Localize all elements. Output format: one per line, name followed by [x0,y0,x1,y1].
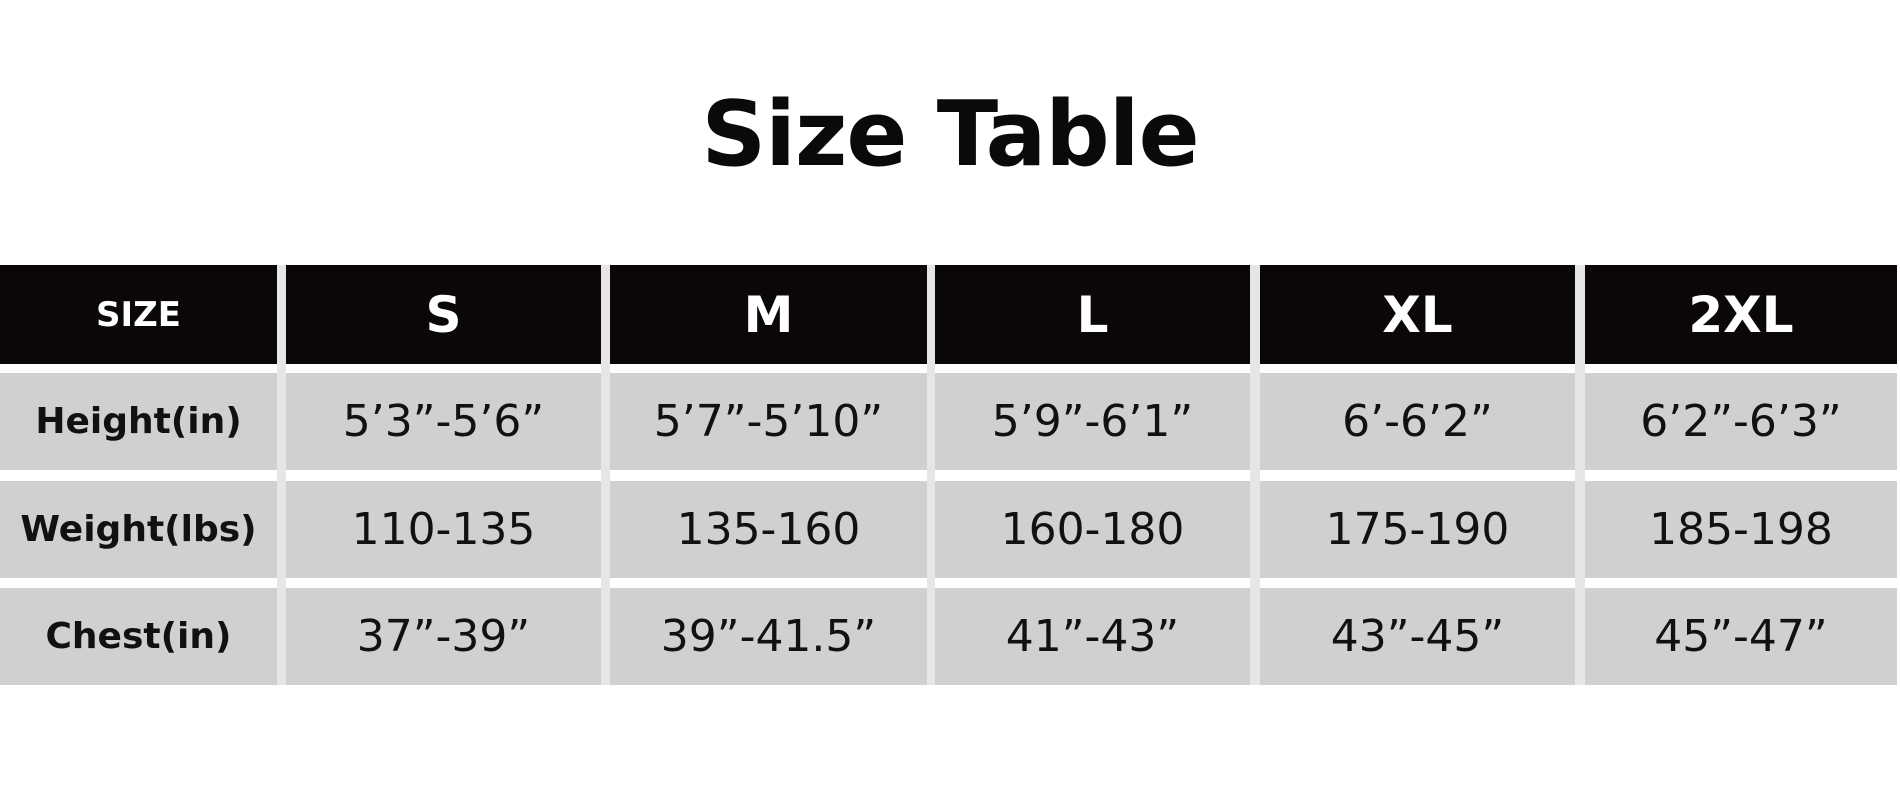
table-cell: 39”-41.5” [610,588,927,685]
row-label: Height(in) [0,373,277,470]
column-separator [1250,265,1260,685]
table-cell: 5’9”-6’1” [935,373,1250,470]
table-cell: 175-190 [1260,481,1575,578]
header-size-label: SIZE [0,265,277,364]
header-size-3: L [935,265,1250,364]
table-cell: 135-160 [610,481,927,578]
table-cell: 41”-43” [935,588,1250,685]
column-separator [1575,265,1585,685]
header-size-4: XL [1260,265,1575,364]
row-label: Chest(in) [0,588,277,685]
table-cell: 110-135 [286,481,601,578]
table-cell: 37”-39” [286,588,601,685]
table-cell: 6’-6’2” [1260,373,1575,470]
table-cell: 43”-45” [1260,588,1575,685]
page-title: Size Table [701,82,1199,187]
table-cell: 5’7”-5’10” [610,373,927,470]
column-separator [927,265,935,685]
table-cell: 5’3”-5’6” [286,373,601,470]
table-cell: 45”-47” [1585,588,1897,685]
row-label: Weight(lbs) [0,481,277,578]
header-size-2: M [610,265,927,364]
table-cell: 185-198 [1585,481,1897,578]
column-separator [601,265,610,685]
header-size-5: 2XL [1585,265,1897,364]
table-cell: 6’2”-6’3” [1585,373,1897,470]
table-cell: 160-180 [935,481,1250,578]
column-separator [277,265,286,685]
header-size-1: S [286,265,601,364]
